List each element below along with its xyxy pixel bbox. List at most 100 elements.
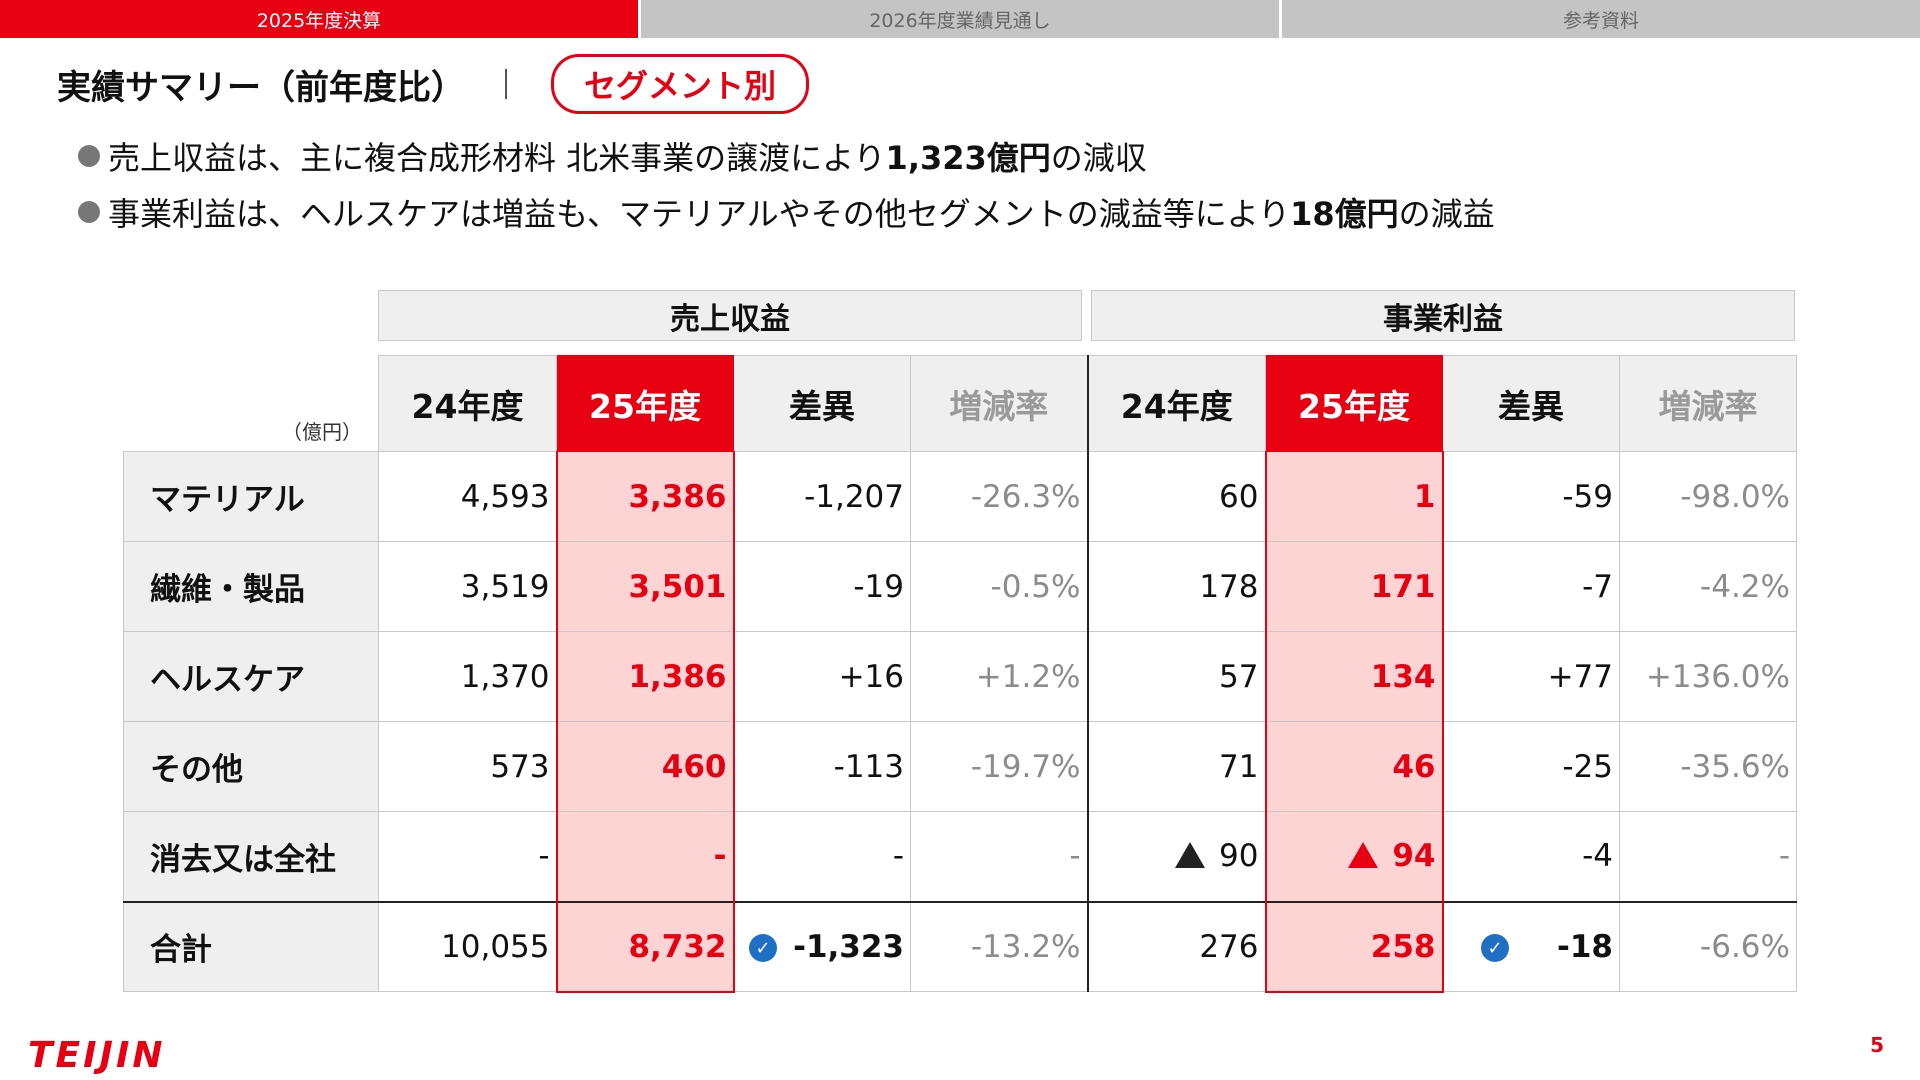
col-profit-diff: 差異	[1442, 355, 1620, 452]
cell-rev-diff: -	[733, 811, 911, 902]
col-rev-rate: 増減率	[910, 355, 1088, 452]
cell-rev-rate: -26.3%	[910, 451, 1088, 542]
unit-label: （億円）	[123, 355, 379, 452]
cell-rev-fy25: 460	[555, 721, 735, 812]
col-rev-fy25: 25年度	[556, 355, 734, 452]
cell-rev-diff: -1,207	[733, 451, 911, 542]
negative-triangle-icon	[1348, 842, 1379, 869]
row-label: マテリアル	[123, 451, 379, 542]
check-icon: ✓	[749, 934, 778, 963]
cell-rev-rate: -	[910, 811, 1088, 902]
bullet-profit-amount: 18億円	[1290, 195, 1399, 233]
title-divider	[505, 69, 507, 99]
total-profit-fy25: 258	[1264, 900, 1444, 993]
cell-rev-fy25: 3,386	[555, 451, 735, 542]
tab-reference[interactable]: 参考資料	[1282, 0, 1920, 38]
cell-rev-diff: -19	[733, 541, 911, 632]
total-rev-rate: -13.2%	[910, 900, 1088, 992]
cell-profit-fy25: 171	[1264, 541, 1444, 632]
cell-rev-diff: -113	[733, 721, 911, 812]
tab-fy2025-results[interactable]: 2025年度決算	[0, 0, 638, 38]
group-header-revenue: 売上収益	[378, 290, 1082, 341]
tab-fy2026-forecast[interactable]: 2026年度業績見通し	[641, 0, 1279, 38]
col-profit-fy24: 24年度	[1086, 355, 1266, 452]
check-icon: ✓	[1480, 934, 1509, 963]
row-label: 消去又は全社	[123, 811, 379, 902]
cell-profit-rate: -98.0%	[1619, 451, 1797, 542]
row-label: 繊維・製品	[123, 541, 379, 632]
cell-profit-fy24: 178	[1086, 541, 1266, 632]
cell-profit-rate: -	[1619, 811, 1797, 902]
cell-rev-rate: +1.2%	[910, 631, 1088, 722]
total-profit-diff-value: -18	[1556, 928, 1613, 965]
total-profit-rate: -6.6%	[1619, 900, 1797, 992]
cell-profit-fy25: 1	[1264, 451, 1444, 542]
bullet-profit: 事業利益は、ヘルスケアは増益も、マテリアルやその他セグメントの減益等により 18億…	[78, 184, 1495, 240]
table-row: 繊維・製品 3,519 3,501 -19 -0.5% 178 171 -7 -…	[123, 541, 1797, 632]
cell-profit-diff: -7	[1442, 541, 1620, 632]
cell-rev-fy24: 1,370	[378, 631, 557, 722]
page-number: 5	[1870, 1033, 1884, 1057]
cell-rev-fy25: 3,501	[555, 541, 735, 632]
cell-rev-fy24: 3,519	[378, 541, 557, 632]
cell-profit-fy24-value: 90	[1219, 838, 1259, 875]
table-header-row: （億円） 24年度 25年度 差異 増減率 24年度 25年度 差異 増減率	[123, 355, 1797, 452]
row-label: その他	[123, 721, 379, 812]
cell-rev-rate: -19.7%	[910, 721, 1088, 812]
bullet-dot-icon	[78, 145, 100, 167]
col-profit-rate: 増減率	[1619, 355, 1797, 452]
total-rev-diff: ✓ -1,323	[733, 900, 911, 992]
cell-profit-fy25: 94	[1264, 811, 1444, 902]
table-row: マテリアル 4,593 3,386 -1,207 -26.3% 60 1 -59…	[123, 451, 1797, 542]
total-rev-fy25: 8,732	[555, 900, 735, 993]
cell-rev-fy24: 573	[378, 721, 557, 812]
cell-profit-diff: -59	[1442, 451, 1620, 542]
cell-profit-rate: -35.6%	[1619, 721, 1797, 812]
row-label: ヘルスケア	[123, 631, 379, 722]
bullet-profit-suffix: の減益	[1398, 195, 1495, 233]
cell-rev-fy24: -	[378, 811, 557, 902]
segment-results-table: （億円） 24年度 25年度 差異 増減率 24年度 25年度 差異 増減率 マ…	[123, 355, 1797, 993]
bullet-revenue-text: 売上収益は、主に複合成形材料 北米事業の譲渡により	[108, 139, 886, 177]
cell-profit-fy24: 60	[1086, 451, 1266, 542]
negative-triangle-icon	[1175, 842, 1206, 869]
teijin-logo: TEIJIN	[28, 1035, 166, 1076]
cell-profit-rate: -4.2%	[1619, 541, 1797, 632]
cell-rev-fy25: 1,386	[555, 631, 735, 722]
cell-profit-fy25: 134	[1264, 631, 1444, 722]
cell-rev-diff: +16	[733, 631, 911, 722]
table-row: 消去又は全社 - - - - 90 94 -4 -	[123, 811, 1797, 902]
table-total-row: 合計 10,055 8,732 ✓ -1,323 -13.2% 276 258 ✓…	[123, 900, 1797, 993]
col-rev-fy24: 24年度	[378, 355, 557, 452]
total-rev-fy24: 10,055	[378, 900, 557, 992]
group-header-profit: 事業利益	[1091, 290, 1795, 341]
col-profit-fy25: 25年度	[1265, 355, 1443, 452]
total-profit-fy24: 276	[1086, 900, 1266, 992]
bullet-dot-icon	[78, 201, 100, 223]
cell-profit-rate: +136.0%	[1619, 631, 1797, 722]
cell-rev-rate: -0.5%	[910, 541, 1088, 632]
summary-bullets: 売上収益は、主に複合成形材料 北米事業の譲渡により 1,323億円 の減収 事業利益…	[78, 128, 1495, 240]
cell-profit-fy24: 57	[1086, 631, 1266, 722]
cell-profit-diff: -4	[1442, 811, 1620, 902]
bullet-revenue-suffix: の減収	[1050, 139, 1147, 177]
cell-profit-fy24: 71	[1086, 721, 1266, 812]
title-row: 実績サマリー（前年度比） セグメント別	[57, 54, 810, 114]
cell-profit-fy25: 46	[1264, 721, 1444, 812]
page-title: 実績サマリー（前年度比）	[57, 67, 465, 108]
bullet-profit-text: 事業利益は、ヘルスケアは増益も、マテリアルやその他セグメントの減益等により	[108, 195, 1291, 233]
cell-profit-fy25-value: 94	[1392, 838, 1436, 875]
table-row: ヘルスケア 1,370 1,386 +16 +1.2% 57 134 +77 +…	[123, 631, 1797, 722]
cell-rev-fy25: -	[555, 811, 735, 902]
cell-rev-fy24: 4,593	[378, 451, 557, 542]
total-label: 合計	[123, 900, 379, 992]
cell-profit-diff: +77	[1442, 631, 1620, 722]
col-rev-diff: 差異	[733, 355, 911, 452]
table-row: その他 573 460 -113 -19.7% 71 46 -25 -35.6%	[123, 721, 1797, 812]
bullet-revenue-amount: 1,323億円	[885, 139, 1051, 177]
total-rev-diff-value: -1,323	[793, 928, 904, 965]
segment-pill[interactable]: セグメント別	[551, 54, 810, 114]
cell-profit-fy24: 90	[1086, 811, 1266, 902]
total-profit-diff: ✓ -18	[1442, 900, 1620, 992]
top-tab-bar: 2025年度決算 2026年度業績見通し 参考資料	[0, 0, 1920, 38]
